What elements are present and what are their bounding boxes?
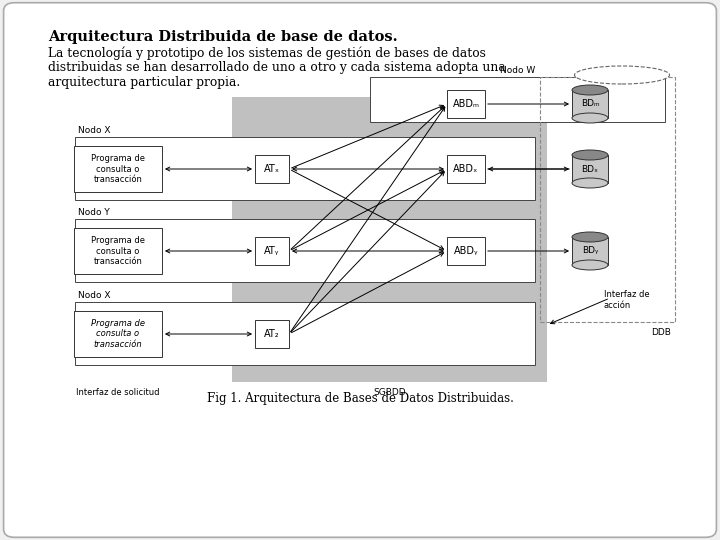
Text: ABDₘ: ABDₘ (452, 99, 480, 109)
Bar (447, 237, 485, 265)
Text: Arquitectura Distribuida de base de datos.: Arquitectura Distribuida de base de dato… (48, 30, 397, 44)
Ellipse shape (572, 178, 608, 188)
Bar (572, 155, 608, 183)
Bar (572, 237, 608, 265)
Text: Nodo X: Nodo X (78, 126, 110, 135)
Bar (572, 90, 608, 118)
Bar (255, 237, 289, 265)
Text: ATᵧ: ATᵧ (264, 246, 279, 256)
Text: La tecnología y prototipo de los sistemas de gestión de bases de datos: La tecnología y prototipo de los sistema… (48, 47, 486, 60)
Bar (255, 155, 289, 183)
Ellipse shape (572, 113, 608, 123)
Text: AT₂: AT₂ (264, 329, 280, 339)
Bar (255, 320, 289, 348)
Bar (74, 311, 162, 357)
Text: Interfaz de
acción: Interfaz de acción (604, 291, 649, 310)
Text: Interfaz de solicitud: Interfaz de solicitud (76, 388, 160, 397)
Bar (75, 302, 535, 365)
Bar (447, 90, 485, 118)
Text: BDₓ: BDₓ (582, 165, 598, 173)
Bar (232, 97, 547, 382)
Ellipse shape (572, 232, 608, 242)
Bar (74, 228, 162, 274)
Bar (447, 155, 485, 183)
Text: arquitectura particular propia.: arquitectura particular propia. (48, 76, 240, 89)
Ellipse shape (575, 66, 670, 84)
Bar (75, 137, 535, 200)
Bar (370, 77, 665, 122)
Text: Programa de
consulta o
transacción: Programa de consulta o transacción (91, 319, 145, 349)
Ellipse shape (572, 260, 608, 270)
Text: Programa de
consulta o
transacción: Programa de consulta o transacción (91, 236, 145, 266)
Text: Nodo X: Nodo X (78, 291, 110, 300)
Text: distribuidas se han desarrollado de uno a otro y cada sistema adopta una: distribuidas se han desarrollado de uno … (48, 62, 505, 75)
Text: Programa de
consulta o
transacción: Programa de consulta o transacción (91, 154, 145, 184)
Text: DDB: DDB (651, 328, 671, 337)
Bar (74, 146, 162, 192)
Text: SGBDD: SGBDD (373, 388, 406, 397)
Ellipse shape (572, 150, 608, 160)
Text: Nodo Y: Nodo Y (78, 208, 109, 217)
Text: BDₘ: BDₘ (581, 99, 599, 109)
Bar (75, 219, 535, 282)
Text: ABDₓ: ABDₓ (454, 164, 479, 174)
Text: Nodo W: Nodo W (500, 66, 535, 75)
Text: BDᵧ: BDᵧ (582, 246, 598, 255)
Ellipse shape (572, 85, 608, 95)
Text: ATₓ: ATₓ (264, 164, 280, 174)
Text: Fig 1. Arquitectura de Bases de Datos Distribuidas.: Fig 1. Arquitectura de Bases de Datos Di… (207, 392, 513, 405)
Text: ABDᵧ: ABDᵧ (454, 246, 478, 256)
Bar (540, 77, 675, 322)
